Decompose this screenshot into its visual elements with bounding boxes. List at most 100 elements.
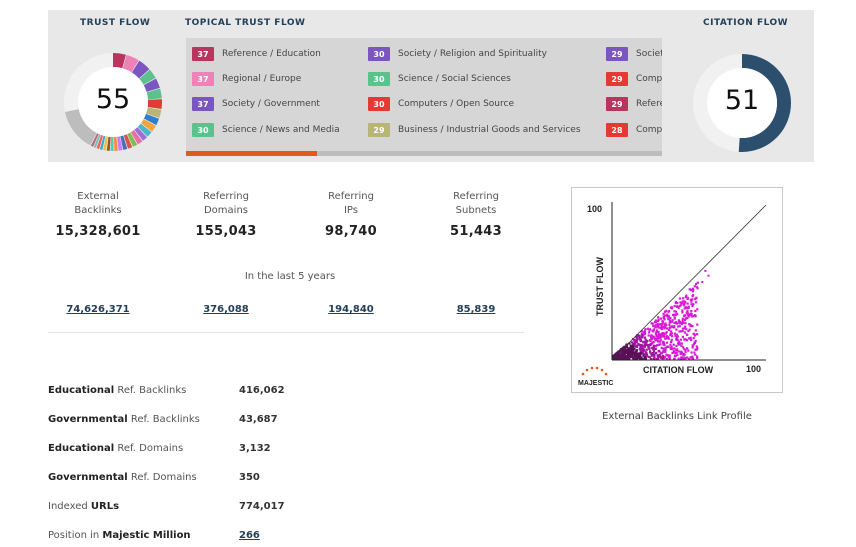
scatter-point <box>672 343 675 346</box>
scatter-point <box>663 342 666 345</box>
scatter-point <box>680 322 684 326</box>
topical-item[interactable]: 37 Reference / Education <box>192 46 321 62</box>
scatter-point <box>674 334 677 337</box>
majestic-million-link[interactable]: 266 <box>239 530 260 541</box>
topical-score-badge: 29 <box>368 123 390 137</box>
scatter-point <box>662 341 665 344</box>
topical-item[interactable]: 30 Society / Religion and Spirituality <box>368 46 547 62</box>
topical-item[interactable]: 37 Regional / Europe <box>192 71 301 87</box>
scatter-point <box>669 343 672 346</box>
scatter-point <box>634 344 637 347</box>
governmental-ref-backlinks-label: Governmental Ref. Backlinks <box>48 414 200 425</box>
topical-item[interactable]: 37 Society / Government <box>192 96 320 112</box>
scatter-point <box>645 348 648 351</box>
scatter-point <box>625 345 629 348</box>
scatter-point <box>681 327 685 330</box>
scatter-point <box>669 319 672 322</box>
scatter-point <box>696 281 699 284</box>
scatter-point <box>694 353 697 356</box>
scatter-point <box>629 356 633 359</box>
scatter-point <box>684 296 687 299</box>
scatter-point <box>685 311 688 314</box>
topical-scrollbar[interactable] <box>186 151 662 156</box>
scatter-point <box>687 315 690 318</box>
citation-flow-arc <box>693 54 791 152</box>
historic-backlinks-link[interactable]: 74,626,371 <box>66 304 130 315</box>
topical-item[interactable]: 28 Comp <box>606 122 662 138</box>
trust-flow-donut[interactable] <box>63 52 163 152</box>
topical-score-badge: 30 <box>368 97 390 111</box>
scatter-point <box>652 358 655 361</box>
link-profile-chart[interactable]: 100 100 CITATION FLOW TRUST FLOW MAJESTI… <box>571 187 783 393</box>
scatter-point <box>674 310 677 313</box>
scatter-point <box>689 356 692 359</box>
scatter-point <box>664 350 667 353</box>
scatter-point <box>628 357 631 360</box>
scatter-point <box>641 345 644 348</box>
scatter-point <box>661 321 665 324</box>
label-text: Ref. Backlinks <box>114 385 187 396</box>
scatter-point <box>627 347 630 350</box>
scatter-point <box>662 347 665 350</box>
majestic-million-label: Position in Majestic Million <box>48 530 191 541</box>
scatter-point <box>663 318 666 321</box>
scatter-point <box>685 356 688 359</box>
scatter-point <box>682 303 685 306</box>
scatter-point <box>693 285 696 288</box>
scatter-point <box>681 330 684 333</box>
citation-flow-donut[interactable] <box>692 53 792 153</box>
historic-subnets-link[interactable]: 85,839 <box>456 304 496 315</box>
scatter-point <box>674 338 678 341</box>
historic-domains-link[interactable]: 376,088 <box>203 304 249 315</box>
scatter-point <box>642 340 645 343</box>
scatter-point <box>664 346 667 349</box>
scatter-point <box>643 357 646 360</box>
topical-item[interactable]: 30 Science / News and Media <box>192 122 340 138</box>
scatter-point <box>633 339 636 342</box>
referring-domains-value: 155,043 <box>195 224 257 239</box>
scatter-point <box>682 352 685 356</box>
scatter-point <box>694 309 697 313</box>
topical-item[interactable]: 30 Computers / Open Source <box>368 96 514 112</box>
scatter-point <box>692 315 695 318</box>
scatter-point <box>696 323 699 326</box>
scatter-point <box>637 355 640 358</box>
topical-item[interactable]: 29 Refere <box>606 96 662 112</box>
topical-item[interactable]: 29 Business / Industrial Goods and Servic… <box>368 122 581 138</box>
scatter-point <box>680 356 683 359</box>
scatter-point <box>663 335 666 338</box>
topical-label: Computers / Open Source <box>398 99 514 109</box>
topical-score-badge: 30 <box>368 72 390 86</box>
scatter-point <box>632 355 635 358</box>
scatter-point <box>661 355 664 358</box>
scatter-point <box>674 313 678 316</box>
scatter-point <box>656 357 660 360</box>
citation-flow-center <box>707 68 777 138</box>
scatter-point <box>674 302 677 305</box>
topical-trust-flow-list[interactable]: 37 Reference / Education 37 Regional / Euro… <box>186 38 662 156</box>
scatter-point <box>668 357 671 360</box>
scatter-point <box>654 324 657 327</box>
scatter-point <box>694 348 697 351</box>
scatter-point <box>631 348 634 352</box>
scatter-point <box>654 320 658 324</box>
scatter-point <box>614 353 617 356</box>
scatter-point <box>673 305 676 308</box>
scatter-point <box>644 328 647 331</box>
scatter-point <box>643 336 647 339</box>
scatter-point <box>629 352 632 355</box>
scatter-point <box>625 355 628 358</box>
topical-scrollbar-thumb[interactable] <box>186 151 317 156</box>
scatter-point <box>674 354 677 358</box>
scatter-point <box>680 301 683 305</box>
topical-item[interactable]: 30 Science / Social Sciences <box>368 71 511 87</box>
topical-item[interactable]: 29 Comp <box>606 71 662 87</box>
scatter-point <box>682 297 685 300</box>
historic-ips-link[interactable]: 194,840 <box>328 304 374 315</box>
scatter-point <box>687 312 690 315</box>
scatter-point <box>673 351 676 354</box>
scatter-point <box>642 331 645 334</box>
topical-item[interactable]: 29 Societ <box>606 46 662 62</box>
indexed-urls-label: Indexed URLs <box>48 501 119 512</box>
scatter-point <box>652 340 655 344</box>
